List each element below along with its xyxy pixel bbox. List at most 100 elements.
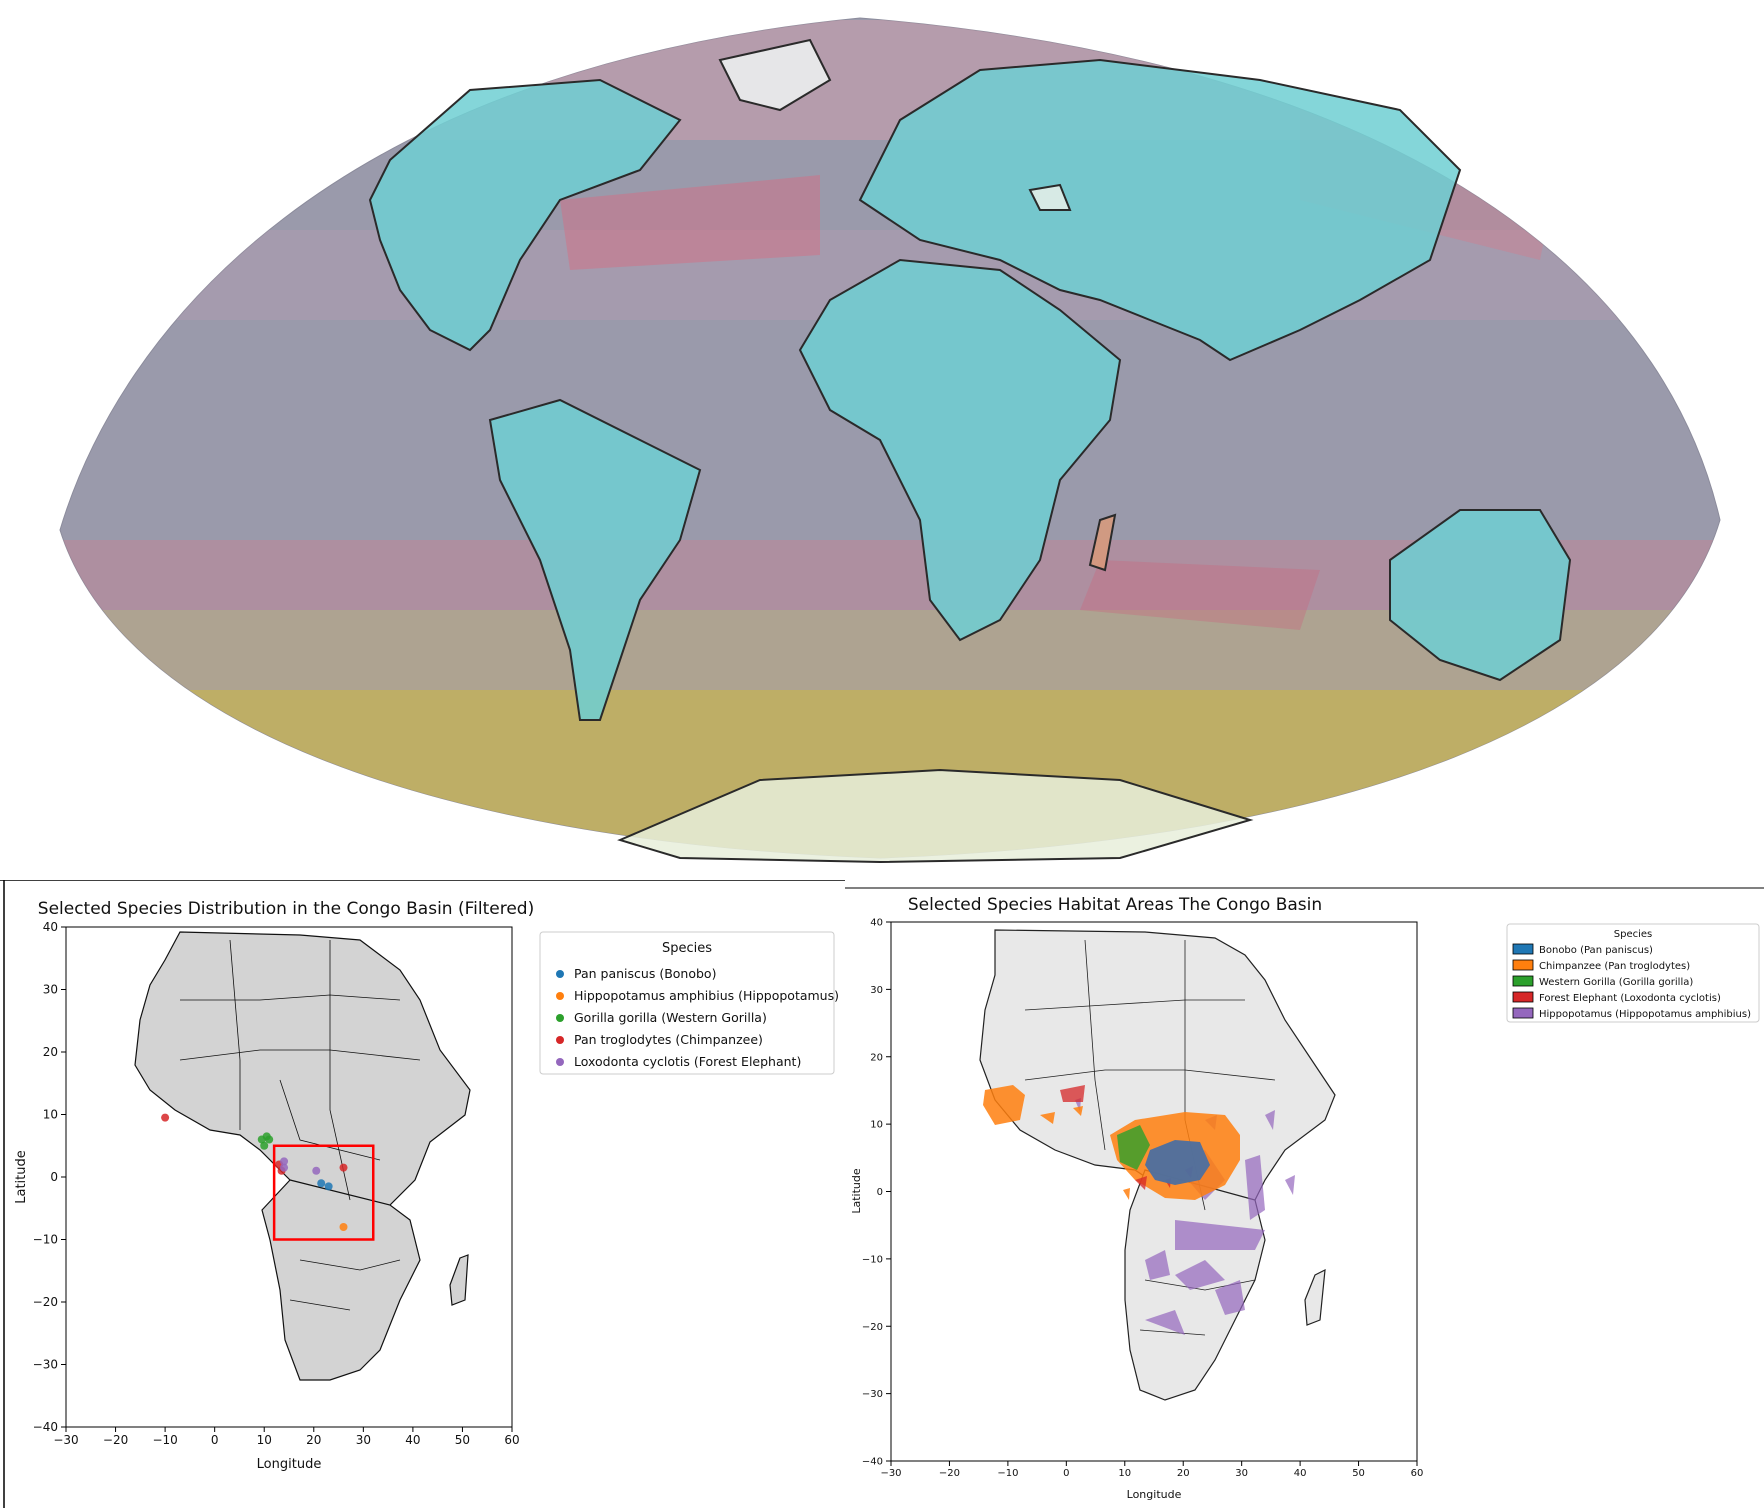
axis-ticks: −30 −20 −10 0 10 20 30 40 50 60 40 30 20 10 0 −10 −20 −30…: [862, 918, 1423, 1480]
legend-title: Species: [1614, 929, 1653, 940]
y-tick-label: −20: [33, 1295, 58, 1309]
scatter-point: [317, 1179, 326, 1188]
scatter-point: [265, 1135, 274, 1144]
borders: [180, 994, 401, 1001]
chart-title: Selected Species Distribution in the Con…: [38, 899, 534, 919]
legend-marker: [556, 970, 564, 978]
legend-marker: [556, 1058, 564, 1066]
x-axis-label: Longitude: [257, 1457, 322, 1472]
borders: [1024, 999, 1245, 1011]
borders: [1024, 1069, 1276, 1081]
legend-label: Loxodonta cyclotis (Forest Elephant): [574, 1054, 801, 1069]
madagascar-outline: [449, 1254, 469, 1306]
x-tick-label: 50: [1352, 1468, 1365, 1479]
scatter-point: [260, 1141, 269, 1150]
y-tick-label: −40: [862, 1457, 883, 1468]
y-tick-label: 30: [43, 983, 58, 997]
scatter-point: [339, 1223, 348, 1231]
x-tick-label: 40: [405, 1433, 420, 1447]
scatter-point: [312, 1166, 321, 1175]
legend-label: Gorilla gorilla (Western Gorilla): [574, 1010, 767, 1025]
scatter-point: [280, 1157, 289, 1166]
congo-basin-box: [272, 1144, 375, 1241]
scatter-point: [324, 1182, 333, 1191]
legend-label: Hippopotamus (Hippopotamus amphibius): [1539, 1009, 1751, 1020]
habitat-bonobo: [1145, 1140, 1210, 1185]
x-tick-label: 60: [504, 1433, 519, 1447]
scatter-point: [280, 1163, 289, 1172]
habitat-areas: [983, 1085, 1295, 1335]
x-tick-label: 50: [455, 1433, 470, 1447]
continents: [368, 38, 1572, 864]
greenland: [718, 38, 832, 112]
highlight-box: [272, 1144, 375, 1241]
borders: [289, 1299, 351, 1311]
habitat-hippopotamus: [1075, 1098, 1295, 1335]
scatter-points: [161, 1113, 348, 1231]
africa: [798, 258, 1122, 642]
species-habitat-chart: Selected Species Habitat Areas The Congo…: [845, 887, 1764, 1501]
x-tick-label: 10: [257, 1433, 272, 1447]
y-tick-label: 20: [870, 1052, 883, 1063]
legend: Species Pan paniscus (Bonobo) Hippopotamu…: [539, 931, 839, 1075]
legend-label: Western Gorilla (Gorilla gorilla): [1539, 977, 1693, 988]
x-tick-label: 10: [1118, 1468, 1131, 1479]
africa-map: [134, 931, 471, 1381]
x-tick-label: 60: [1411, 1468, 1424, 1479]
legend-swatch: [1512, 975, 1534, 987]
y-tick-label: −30: [862, 1389, 883, 1400]
legend-title: Species: [662, 941, 712, 956]
y-tick-label: 20: [43, 1045, 58, 1059]
legend-label: Hippopotamus amphibius (Hippopotamus): [574, 988, 839, 1003]
antarctica: [617, 768, 1254, 864]
y-tick-label: 30: [870, 985, 883, 996]
y-tick-label: −10: [33, 1233, 58, 1247]
axis-ticks: −30 −20 −10 0 10 20 30 40 50 60 40 30 20 10 0 −10 −20 −30…: [33, 920, 520, 1447]
legend-entries: Pan paniscus (Bonobo) Hippopotamus amphib…: [556, 966, 839, 1069]
x-tick-label: 20: [1177, 1468, 1190, 1479]
legend-label: Pan troglodytes (Chimpanzee): [574, 1032, 763, 1047]
world-range-map: [59, 17, 1721, 864]
range-band: [1080, 560, 1320, 630]
y-tick-label: −10: [862, 1254, 883, 1265]
y-tick-label: −20: [862, 1322, 883, 1333]
legend-marker: [556, 992, 564, 1000]
north-america: [368, 78, 682, 352]
y-tick-label: −30: [33, 1358, 58, 1372]
chart-title: Selected Species Habitat Areas The Congo…: [908, 895, 1322, 915]
x-tick-label: 30: [1235, 1468, 1248, 1479]
legend-entries: Bonobo (Pan paniscus) Chimpanzee (Pan tro…: [1512, 943, 1751, 1020]
x-tick-label: −20: [939, 1468, 960, 1479]
y-tick-label: 0: [877, 1187, 883, 1198]
x-tick-label: −20: [103, 1433, 128, 1447]
x-axis-label: Longitude: [1127, 1488, 1182, 1501]
legend-swatch: [1512, 943, 1534, 955]
x-tick-label: 40: [1294, 1468, 1307, 1479]
y-tick-label: 40: [870, 918, 883, 929]
y-tick-label: 10: [43, 1108, 58, 1122]
x-tick-label: −10: [997, 1468, 1018, 1479]
australia: [1389, 509, 1572, 682]
legend-label: Chimpanzee (Pan troglodytes): [1539, 961, 1690, 972]
legend-marker: [556, 1036, 564, 1044]
borders: [279, 1079, 381, 1161]
y-tick-label: 40: [43, 920, 58, 934]
legend-swatch: [1512, 1007, 1534, 1019]
y-tick-label: −40: [33, 1420, 58, 1434]
scatter-point: [161, 1113, 170, 1122]
x-tick-label: −30: [880, 1468, 901, 1479]
x-tick-label: 0: [211, 1433, 219, 1447]
range-band: [60, 20, 1720, 140]
x-tick-label: 30: [356, 1433, 371, 1447]
madagascar: [1088, 513, 1117, 572]
habitat-gorilla: [1117, 1125, 1150, 1170]
y-tick-label: 10: [870, 1120, 883, 1131]
legend: Species Bonobo (Pan paniscus) Chimpanzee …: [1506, 923, 1760, 1023]
borders: [1139, 1329, 1206, 1336]
borders: [229, 939, 241, 1130]
x-tick-label: −10: [152, 1433, 177, 1447]
legend-box: [539, 931, 835, 1075]
south-africa-outline: [261, 1179, 421, 1381]
legend-swatch: [1512, 959, 1534, 971]
legend-marker: [556, 1014, 564, 1022]
